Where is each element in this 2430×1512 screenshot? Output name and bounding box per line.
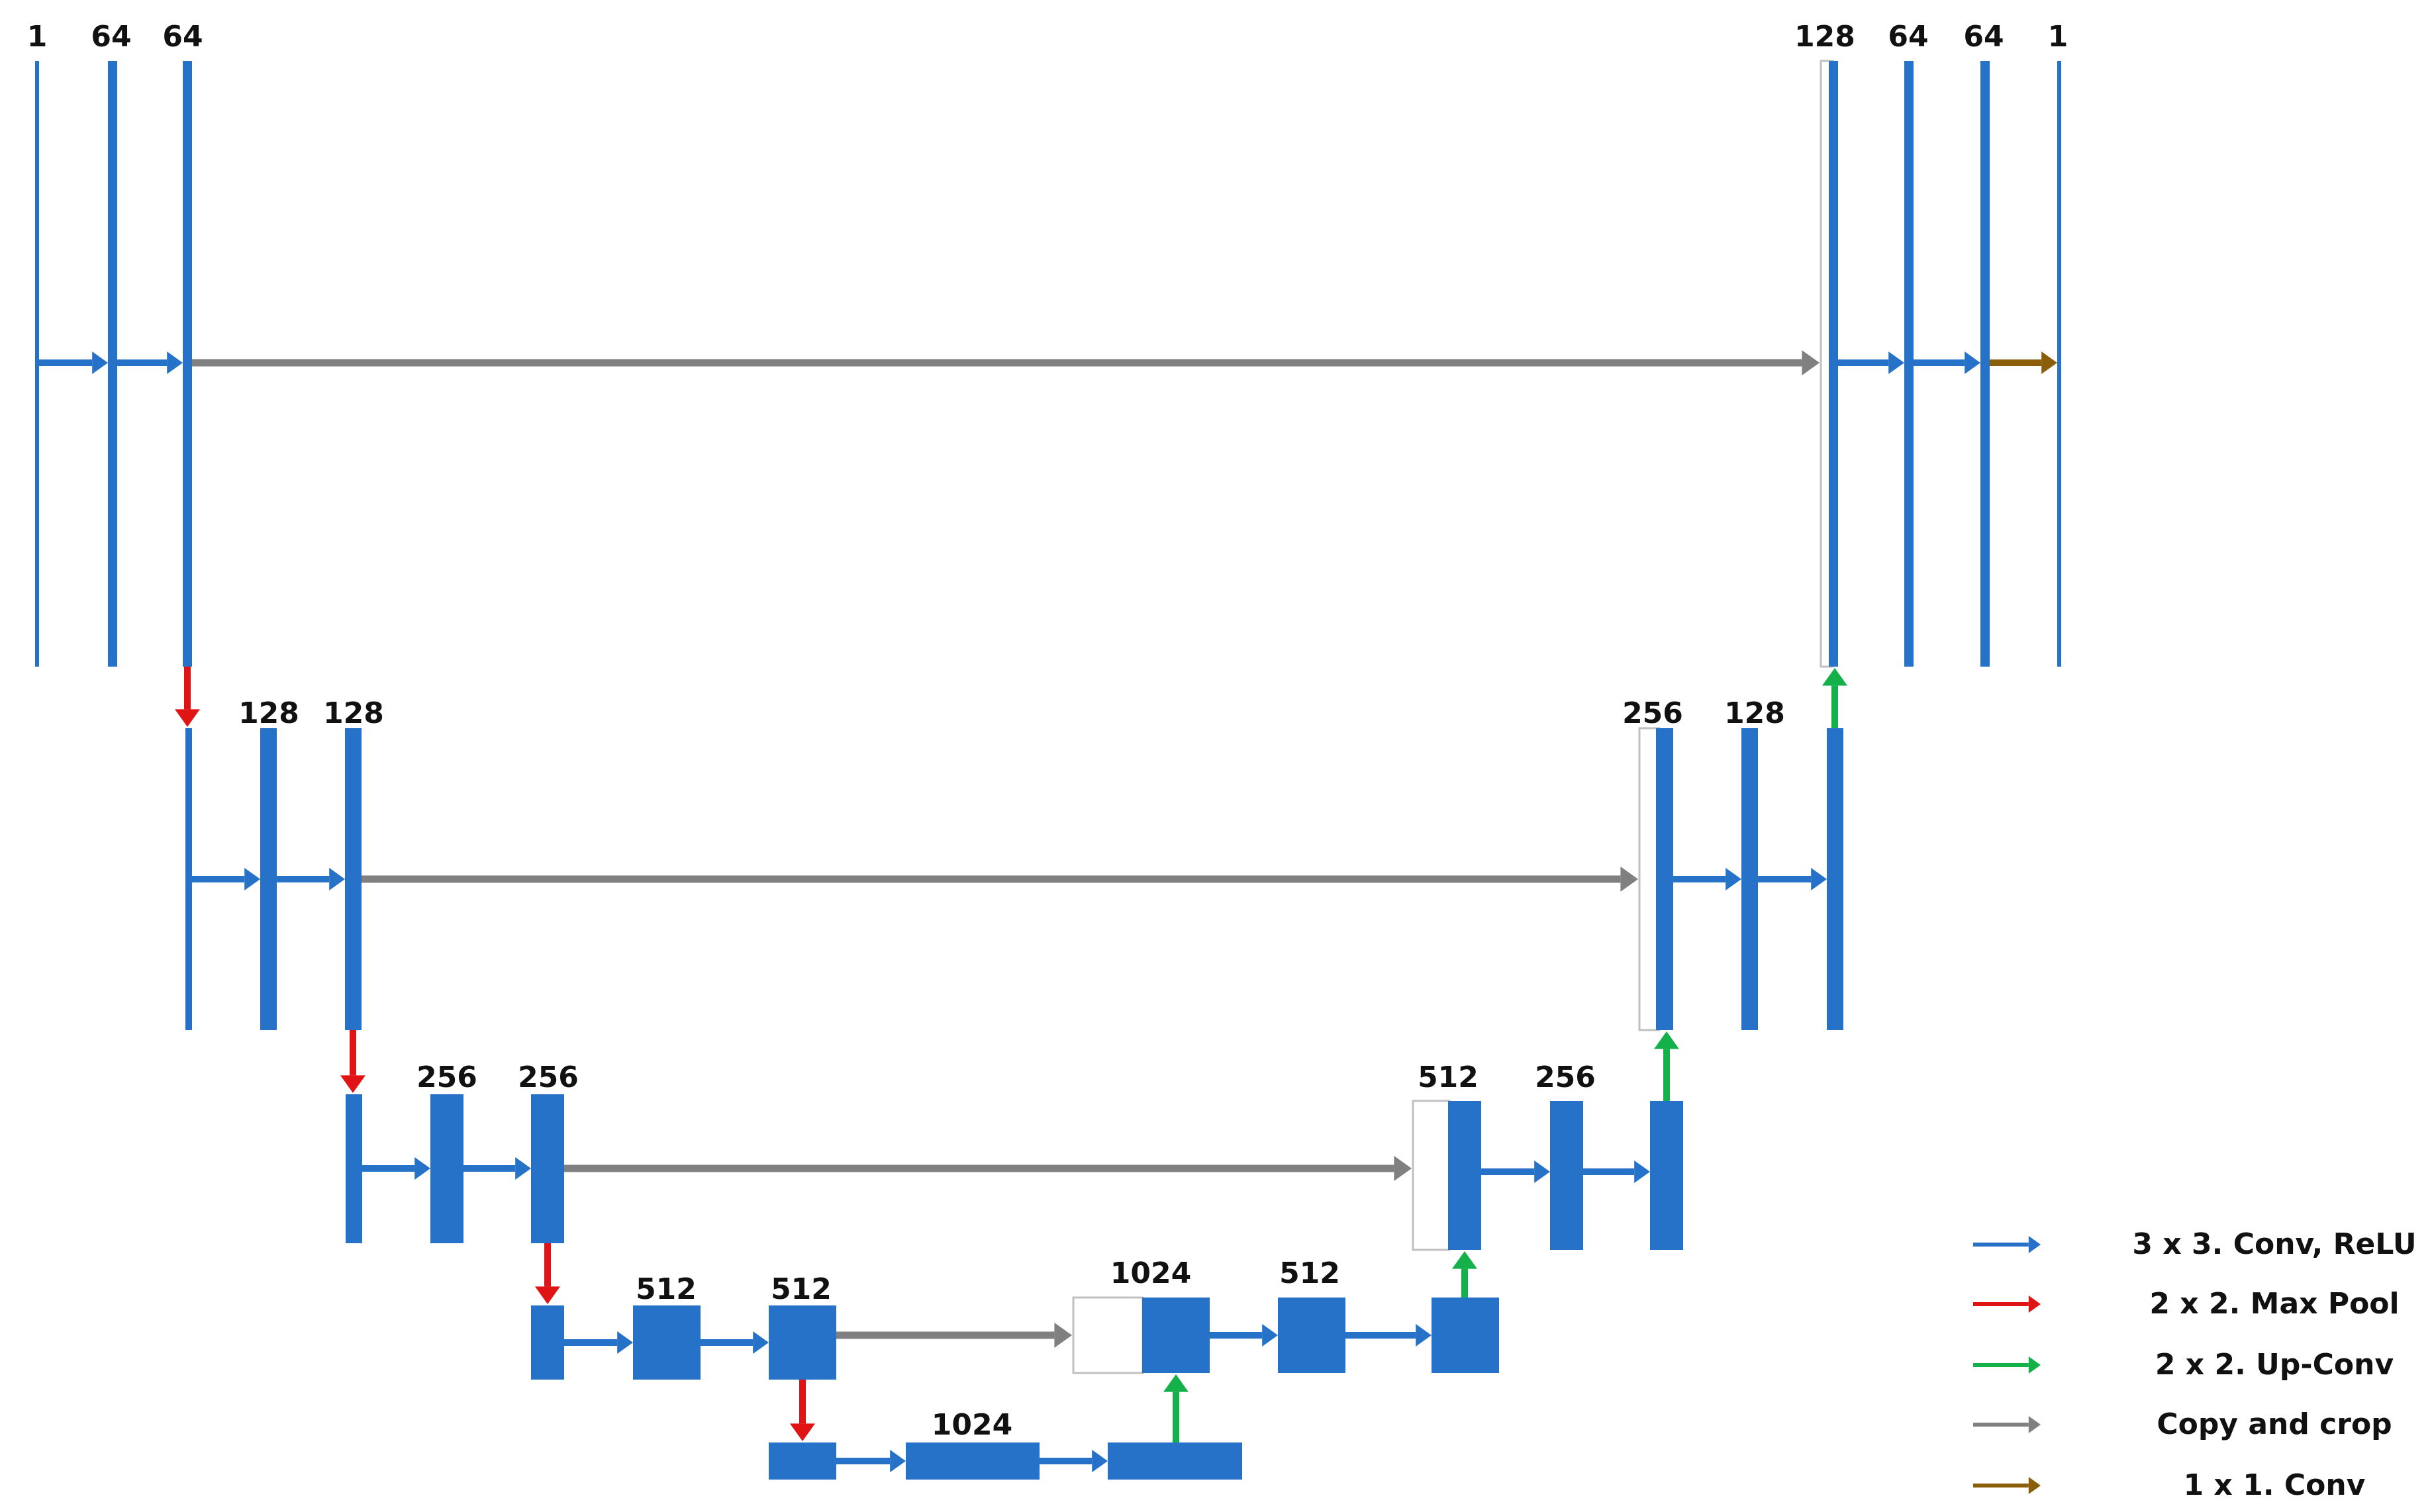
- conv-arrow-l4-1: [564, 1331, 633, 1354]
- conv-arrow-r3-2: [1583, 1160, 1650, 1183]
- block-l3-pool: [346, 1094, 362, 1243]
- legend-label-conv: 3 x 3. Conv, ReLU: [2132, 1227, 2416, 1261]
- block-l4-conv2: [769, 1305, 836, 1380]
- block-r3-conv1: [1550, 1101, 1583, 1250]
- conv-arrow-l3-1: [362, 1157, 430, 1180]
- block-r3-conv2: [1650, 1101, 1683, 1250]
- label-l1-2: 64: [162, 20, 203, 54]
- label-l2-0: 128: [238, 696, 299, 730]
- upconv-arrow-4: [1822, 668, 1847, 728]
- block-l1-conv1: [108, 61, 117, 667]
- label-r3-0: 512: [1418, 1061, 1479, 1094]
- block-r1-upconv: [1829, 61, 1838, 667]
- conv-arrow-r4-1: [1210, 1324, 1278, 1347]
- label-r4-1: 512: [1279, 1256, 1340, 1290]
- legend-swatch-copy: [1973, 1416, 2041, 1433]
- conv-arrow-b-1: [836, 1450, 906, 1472]
- block-l3-conv2: [531, 1094, 564, 1243]
- conv-arrow-l1-2: [117, 352, 183, 374]
- upconv-arrow-1: [1163, 1374, 1189, 1442]
- label-r1-1: 64: [1888, 20, 1928, 54]
- block-b-conv2: [1108, 1442, 1242, 1480]
- feature-blocks: [35, 60, 2061, 1480]
- pool-arrow-4: [790, 1380, 815, 1441]
- conv-arrow-l4-2: [701, 1331, 769, 1354]
- pool-arrow-1: [175, 667, 200, 727]
- legend-label-final: 1 x 1. Conv: [2184, 1468, 2366, 1502]
- final-arrow: [1990, 352, 2057, 374]
- block-r2-conv1: [1741, 728, 1758, 1030]
- label-bottom-0: 1024: [932, 1408, 1012, 1442]
- block-r3-upconv: [1448, 1101, 1481, 1250]
- label-r2-0: 256: [1622, 696, 1683, 730]
- legend-swatch-final: [1973, 1477, 2041, 1494]
- legend-label-pool: 2 x 2. Max Pool: [2149, 1287, 2399, 1321]
- label-r1-2: 64: [1963, 20, 2004, 54]
- block-r4-conv2: [1432, 1298, 1499, 1373]
- legend-swatch-pool: [1973, 1296, 2041, 1313]
- label-l4-0: 512: [636, 1272, 697, 1306]
- label-l1-1: 64: [91, 20, 131, 54]
- copy-arrow-2: [362, 867, 1638, 892]
- block-r3-concat-copy: [1412, 1100, 1451, 1251]
- upconv-arrow-3: [1654, 1031, 1679, 1101]
- block-r2-upconv: [1656, 728, 1673, 1030]
- label-r1-3: 1: [2048, 20, 2068, 54]
- block-r1-conv2: [1980, 61, 1990, 667]
- block-b-conv1: [906, 1442, 1040, 1480]
- legend: 3 x 3. Conv, ReLU 2 x 2. Max Pool 2 x 2.…: [1973, 1227, 2417, 1502]
- legend-swatches: [1973, 1236, 2041, 1494]
- conv-arrow-r1-1: [1838, 352, 1904, 374]
- conv-arrow-l2-2: [277, 868, 345, 890]
- copy-arrow-1: [192, 350, 1820, 375]
- block-l4-conv1: [633, 1305, 701, 1380]
- legend-label-copy: Copy and crop: [2157, 1407, 2392, 1441]
- block-r4-concat-copy: [1072, 1296, 1144, 1374]
- label-l1-0: 1: [27, 20, 48, 54]
- block-r2-conv2: [1827, 728, 1843, 1030]
- label-r2-1: 128: [1724, 696, 1785, 730]
- label-r3-1: 256: [1535, 1061, 1596, 1094]
- block-l2-conv2: [345, 728, 362, 1030]
- label-l3-0: 256: [416, 1061, 477, 1094]
- pool-arrow-2: [340, 1030, 365, 1093]
- label-l2-1: 128: [323, 696, 384, 730]
- label-r1-0: 128: [1794, 20, 1855, 54]
- arrows: [39, 350, 2057, 1472]
- conv-arrow-r3-1: [1481, 1160, 1550, 1183]
- conv-arrow-b-2: [1040, 1450, 1108, 1472]
- label-l4-1: 512: [771, 1272, 832, 1306]
- conv-arrow-r4-2: [1345, 1324, 1432, 1347]
- block-r4-upconv: [1142, 1298, 1210, 1373]
- block-r1-conv1: [1904, 61, 1914, 667]
- conv-arrow-r2-2: [1758, 868, 1827, 890]
- conv-arrow-r2-1: [1673, 868, 1741, 890]
- block-l1-input: [35, 61, 39, 667]
- copy-arrow-4: [836, 1323, 1072, 1348]
- label-l3-1: 256: [518, 1061, 579, 1094]
- block-l1-conv2: [183, 61, 192, 667]
- channel-labels: 1 64 64 128 128 256 256 512 512 1024 102…: [27, 20, 2068, 1442]
- block-r1-output: [2057, 61, 2061, 667]
- block-b-pool: [769, 1442, 836, 1480]
- block-l2-pool: [185, 728, 192, 1030]
- conv-arrow-r1-2: [1914, 352, 1980, 374]
- block-l3-conv1: [430, 1094, 463, 1243]
- label-r4-0: 1024: [1110, 1256, 1191, 1290]
- legend-swatch-upconv: [1973, 1356, 2041, 1374]
- block-l4-pool: [531, 1305, 564, 1380]
- upconv-arrow-2: [1452, 1251, 1477, 1298]
- conv-arrow-l3-2: [463, 1157, 531, 1180]
- legend-swatch-conv: [1973, 1236, 2041, 1253]
- block-l2-conv1: [260, 728, 277, 1030]
- pool-arrow-3: [535, 1243, 560, 1304]
- block-r4-conv1: [1278, 1298, 1345, 1373]
- conv-arrow-l1-1: [39, 352, 108, 374]
- conv-arrow-l2-1: [192, 868, 260, 890]
- copy-arrow-3: [564, 1156, 1412, 1181]
- legend-label-upconv: 2 x 2. Up-Conv: [2155, 1348, 2394, 1382]
